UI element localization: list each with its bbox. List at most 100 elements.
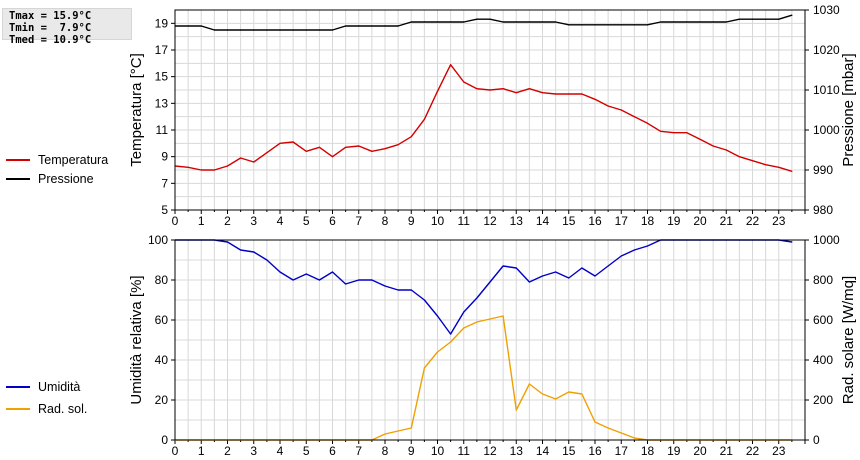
x-tick-label: 22 xyxy=(746,214,760,228)
data-point xyxy=(581,93,583,95)
plot-frame xyxy=(174,9,806,211)
data-point xyxy=(476,297,478,299)
data-point xyxy=(279,29,281,31)
x-tick-label: 1 xyxy=(198,214,205,228)
data-point xyxy=(318,29,320,31)
data-point xyxy=(765,18,767,20)
series-line-temperatura xyxy=(174,63,793,172)
data-point xyxy=(699,21,701,23)
data-point xyxy=(318,279,320,281)
data-point xyxy=(279,142,281,144)
data-point xyxy=(594,421,596,423)
data-point xyxy=(686,21,688,23)
x-tick-label: 18 xyxy=(641,214,655,228)
y-right-tick-label: 1030 xyxy=(813,3,840,17)
data-point xyxy=(633,249,635,251)
data-point xyxy=(371,150,373,152)
x-tick-label: 4 xyxy=(277,214,284,228)
data-point xyxy=(476,321,478,323)
data-point xyxy=(738,18,740,20)
data-point xyxy=(253,29,255,31)
data-point xyxy=(463,21,465,23)
y-tick-label: 80 xyxy=(155,273,169,287)
data-point xyxy=(292,29,294,31)
x-tick-label: 7 xyxy=(355,444,362,458)
x-tick-label: 15 xyxy=(562,214,576,228)
data-point xyxy=(633,24,635,26)
data-point xyxy=(738,156,740,158)
data-point xyxy=(358,145,360,147)
data-point xyxy=(331,156,334,158)
data-point xyxy=(476,88,478,90)
y-tick-label: 19 xyxy=(155,16,169,30)
y-right-axis-title: Pressione [mbar] xyxy=(840,53,857,166)
x-tick-label: 1 xyxy=(198,444,205,458)
y-axis-title: Temperatura [°C] xyxy=(128,53,145,167)
data-point xyxy=(581,24,583,26)
y-tick-label: 17 xyxy=(155,43,169,57)
data-point xyxy=(450,21,452,23)
x-tick-label: 20 xyxy=(693,444,707,458)
y-axis-title: Umidità relativa [%] xyxy=(128,275,145,404)
x-tick-label: 15 xyxy=(562,444,576,458)
data-point xyxy=(213,169,215,171)
data-point xyxy=(187,25,189,27)
x-tick-label: 18 xyxy=(641,444,655,458)
data-point xyxy=(384,285,386,287)
y-right-tick-label: 400 xyxy=(813,353,833,367)
y-right-axis-title: Rad. solare [W/mq] xyxy=(840,276,857,404)
y-right-tick-label: 1020 xyxy=(813,43,840,57)
data-point xyxy=(358,279,360,281)
data-point xyxy=(699,138,701,140)
y-tick-label: 7 xyxy=(161,176,168,190)
x-tick-label: 17 xyxy=(615,444,629,458)
x-tick-label: 17 xyxy=(615,214,629,228)
data-point xyxy=(397,144,399,146)
data-point xyxy=(686,132,688,134)
data-point xyxy=(226,241,229,243)
data-point xyxy=(384,148,386,150)
data-point xyxy=(541,92,544,94)
data-point xyxy=(568,277,570,279)
data-point xyxy=(463,311,465,313)
legend-label: Rad. sol. xyxy=(38,402,87,416)
data-point xyxy=(568,24,570,26)
data-point xyxy=(594,24,596,26)
x-tick-label: 19 xyxy=(667,444,681,458)
data-point xyxy=(371,279,373,281)
x-tick-label: 11 xyxy=(458,444,471,458)
x-tick-label: 8 xyxy=(382,214,389,228)
data-point xyxy=(253,161,255,163)
y-right-tick-label: 1010 xyxy=(813,83,840,97)
data-point xyxy=(305,29,307,31)
x-tick-label: 21 xyxy=(720,214,734,228)
y-right-tick-label: 600 xyxy=(813,313,833,327)
data-point xyxy=(725,149,727,151)
x-tick-label: 6 xyxy=(329,444,336,458)
data-point xyxy=(515,409,517,411)
y-right-tick-label: 0 xyxy=(813,433,820,447)
data-point xyxy=(266,259,268,261)
data-point xyxy=(528,383,530,385)
data-point xyxy=(345,146,347,148)
data-point xyxy=(423,118,425,120)
x-tick-label: 8 xyxy=(382,444,389,458)
data-point xyxy=(423,367,425,369)
data-point xyxy=(568,93,570,95)
data-point xyxy=(253,251,255,253)
data-point xyxy=(712,21,714,23)
data-point xyxy=(266,152,268,154)
data-point xyxy=(620,24,622,26)
x-tick-label: 22 xyxy=(746,444,760,458)
data-point xyxy=(620,255,622,257)
data-point xyxy=(607,24,609,26)
data-point xyxy=(541,393,544,395)
data-point xyxy=(791,170,793,172)
data-point xyxy=(765,164,767,166)
data-point xyxy=(607,265,609,267)
data-point xyxy=(502,265,504,267)
data-point xyxy=(436,90,439,92)
data-point xyxy=(397,430,399,432)
x-tick-label: 0 xyxy=(172,444,179,458)
x-tick-label: 0 xyxy=(172,214,179,228)
